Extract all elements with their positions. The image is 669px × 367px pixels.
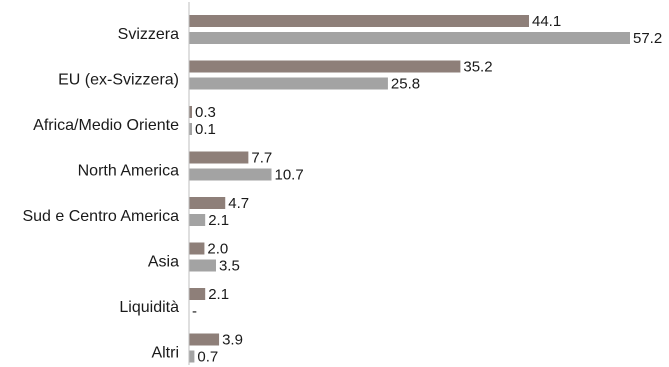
value-label-series-2: 25.8 — [391, 75, 420, 92]
bar-series-2 — [189, 214, 206, 226]
value-label-series-2: 0.1 — [195, 121, 216, 138]
value-label-series-1: 35.2 — [463, 58, 492, 75]
category-label: Sud e Centro America — [22, 208, 179, 225]
category-labels: Svizzera EU (ex-Svizzera) Africa/Medio Ori… — [22, 26, 179, 362]
bar-series-2 — [189, 259, 216, 272]
category-label: North America — [78, 163, 179, 180]
bar-series-1 — [189, 15, 530, 27]
bar-series-1 — [189, 60, 461, 73]
value-label-series-1: 4.7 — [228, 195, 249, 212]
value-label-series-1: 2.0 — [207, 240, 228, 257]
bar-series-2 — [189, 123, 192, 135]
value-label-series-1: 0.3 — [195, 104, 216, 121]
bar-series-2 — [189, 77, 388, 90]
value-label-series-2: 10.7 — [274, 166, 303, 183]
bar-series-1 — [189, 197, 226, 209]
category-label: Asia — [148, 254, 179, 271]
value-label-series-2: 2.1 — [208, 212, 229, 229]
category-label: Liquidità — [119, 299, 179, 316]
bar-series-1 — [189, 333, 220, 346]
bar-series-1 — [189, 151, 249, 164]
bar-series-1 — [189, 242, 205, 255]
category-label: Altri — [151, 345, 179, 362]
value-label-series-1: 3.9 — [222, 331, 243, 348]
bar-series-1 — [189, 106, 192, 118]
bar-series-1 — [189, 288, 206, 300]
bars — [189, 15, 630, 363]
bar-series-2 — [189, 350, 195, 363]
value-label-series-1: 7.7 — [251, 149, 272, 166]
value-label-series-2: - — [192, 303, 197, 320]
category-label: Africa/Medio Oriente — [33, 117, 179, 134]
value-label-series-2: 0.7 — [197, 348, 218, 365]
bar-series-2 — [189, 32, 630, 44]
category-label: Svizzera — [118, 26, 179, 43]
value-label-series-1: 2.1 — [208, 286, 229, 303]
bar-series-2 — [189, 168, 272, 181]
value-label-series-2: 57.2 — [633, 30, 662, 47]
value-label-series-2: 3.5 — [219, 257, 240, 274]
value-label-series-1: 44.1 — [532, 13, 561, 30]
value-labels: 44.157.235.225.80.30.17.710.74.72.12.03.… — [192, 13, 662, 366]
category-label: EU (ex-Svizzera) — [58, 72, 179, 89]
